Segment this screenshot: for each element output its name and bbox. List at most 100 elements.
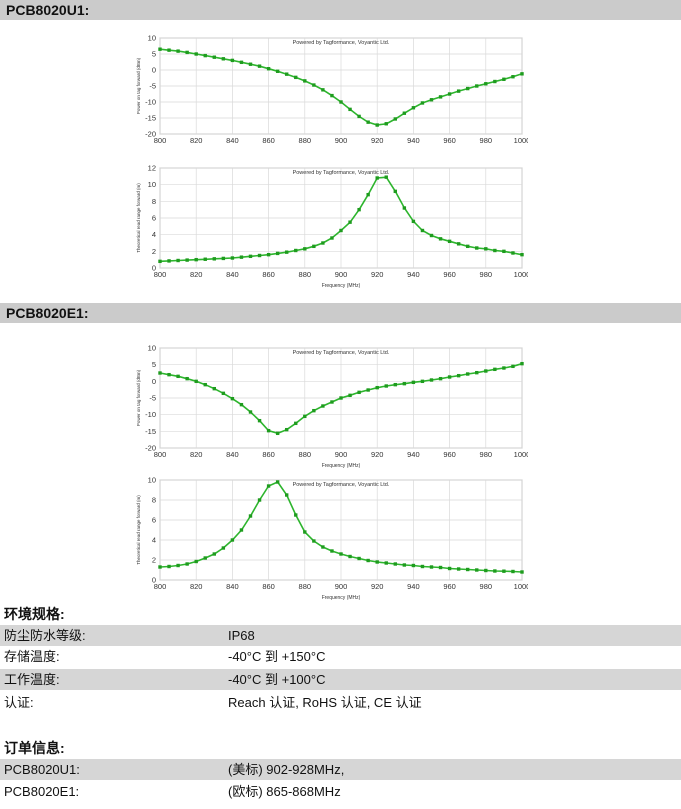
data-point — [493, 569, 497, 573]
data-point — [339, 228, 343, 233]
data-point — [484, 568, 488, 573]
data-point — [375, 176, 379, 180]
data-point — [167, 48, 171, 52]
x-tick-label: 960 — [443, 270, 456, 279]
data-point — [167, 372, 171, 377]
data-point — [330, 549, 334, 553]
data-point — [257, 418, 262, 423]
data-point — [303, 79, 307, 83]
chart-title: Powered by Tagformance, Voyantic Ltd. — [293, 40, 390, 46]
data-point — [429, 233, 434, 238]
data-point — [411, 106, 416, 110]
y-tick-label: 12 — [148, 164, 156, 173]
data-point — [484, 82, 488, 86]
chart-title: Powered by Tagformance, Voyantic Ltd. — [293, 350, 390, 356]
spec-row: 防尘防水等级: IP68 — [0, 625, 681, 646]
data-point — [402, 111, 407, 115]
data-point — [502, 77, 506, 81]
data-point — [312, 539, 316, 543]
data-point — [520, 361, 524, 366]
data-point — [248, 514, 253, 518]
data-point — [366, 388, 370, 392]
data-point — [221, 546, 226, 550]
data-point — [411, 219, 416, 224]
x-tick-label: 820 — [190, 270, 203, 279]
y-tick-label: 5 — [152, 50, 156, 59]
x-tick-label: 980 — [480, 582, 493, 591]
y-axis-label: Theoretical read range forward (m) — [136, 183, 141, 253]
data-point — [384, 175, 388, 179]
data-point — [212, 257, 216, 261]
data-point — [230, 538, 235, 542]
x-tick-label: 820 — [190, 136, 203, 145]
data-point — [429, 98, 434, 102]
data-point — [158, 47, 162, 51]
data-point — [420, 564, 425, 569]
data-point — [194, 52, 198, 56]
data-point — [239, 402, 244, 407]
data-point — [339, 396, 343, 400]
data-point — [212, 55, 216, 59]
x-tick-label: 860 — [262, 582, 275, 591]
x-axis-label: Frequency (MHz) — [322, 595, 361, 601]
data-point — [185, 376, 189, 381]
x-axis-label: Frequency (MHz) — [322, 463, 361, 469]
spec-row: 存储温度: -40°C 到 +150°C — [0, 646, 681, 667]
section-title-u1: PCB8020U1: — [0, 0, 681, 20]
data-point — [384, 561, 388, 565]
data-point — [366, 120, 370, 124]
x-axis-label: Frequency (MHz) — [322, 283, 361, 289]
y-tick-label: -10 — [145, 410, 156, 419]
x-tick-label: 840 — [226, 136, 239, 145]
spec-value: -40°C 到 +150°C — [228, 649, 326, 664]
data-point — [330, 400, 334, 404]
x-tick-label: 840 — [226, 450, 239, 459]
data-point — [275, 251, 280, 256]
data-point — [257, 64, 262, 68]
order-key: PCB8020E1: — [4, 784, 80, 799]
data-point — [511, 75, 515, 79]
x-tick-label: 800 — [154, 136, 167, 145]
data-point — [402, 563, 407, 567]
x-tick-label: 840 — [226, 270, 239, 279]
data-point — [420, 379, 425, 384]
spec-value: -40°C 到 +100°C — [228, 672, 326, 687]
data-point — [257, 498, 262, 502]
data-point — [230, 396, 235, 401]
data-point — [203, 257, 207, 261]
data-point — [366, 192, 370, 197]
data-point — [420, 101, 425, 105]
x-tick-label: 980 — [480, 450, 493, 459]
x-tick-label: 820 — [190, 582, 203, 591]
x-tick-label: 860 — [262, 270, 275, 279]
data-point — [212, 552, 216, 556]
data-point — [447, 566, 452, 571]
order-row: PCB8020E1: (欧标) 865-868MHz — [0, 781, 681, 802]
data-point — [321, 545, 325, 549]
data-point — [266, 484, 271, 488]
y-tick-label: 4 — [152, 230, 156, 239]
data-point — [294, 421, 298, 426]
x-tick-label: 880 — [299, 450, 312, 459]
data-point — [475, 370, 479, 375]
data-point — [384, 122, 388, 126]
x-tick-label: 800 — [154, 450, 167, 459]
data-point — [348, 220, 352, 224]
data-point — [275, 431, 280, 436]
order-row: PCB8020U1: (美标) 902-928MHz, — [0, 759, 681, 780]
spec-row: 认证: Reach 认证, RoHS 认证, CE 认证 — [0, 692, 681, 713]
data-point — [393, 562, 397, 566]
y-tick-label: 10 — [148, 476, 156, 485]
data-point — [348, 107, 352, 112]
spec-value: Reach 认证, RoHS 认证, CE 认证 — [228, 695, 422, 710]
data-point — [411, 380, 416, 385]
x-tick-label: 880 — [299, 270, 312, 279]
data-point — [411, 563, 416, 568]
data-point — [221, 256, 226, 261]
x-tick-label: 920 — [371, 450, 384, 459]
